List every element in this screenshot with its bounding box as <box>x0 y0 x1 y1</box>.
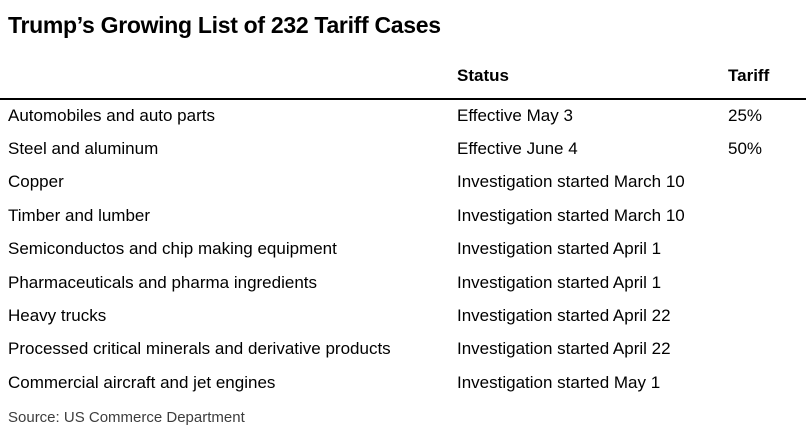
status-cell: Effective June 4 <box>457 139 578 159</box>
table-row: Heavy trucks Investigation started April… <box>0 299 806 332</box>
table-header: Status Tariff <box>0 40 806 100</box>
status-cell: Investigation started April 22 <box>457 339 671 359</box>
status-cell: Investigation started April 1 <box>457 272 662 292</box>
tariff-cell <box>728 333 806 366</box>
col-header-tariff: Tariff <box>728 40 806 100</box>
table-row: Processed critical minerals and derivati… <box>0 333 806 366</box>
table-row: Steel and aluminum Effective June 4 50% <box>0 132 806 165</box>
tariff-cell <box>728 266 806 299</box>
tariff-cell <box>728 166 806 199</box>
col-header-item <box>0 40 457 100</box>
item-cell: Processed critical minerals and derivati… <box>8 339 391 359</box>
tariff-cell <box>728 366 806 399</box>
item-cell: Commercial aircraft and jet engines <box>8 372 276 392</box>
item-cell: Automobiles and auto parts <box>8 106 215 126</box>
page-title: Trump’s Growing List of 232 Tariff Cases <box>8 12 441 38</box>
status-cell: Investigation started April 1 <box>457 239 662 259</box>
item-cell: Semiconductos and chip making equipment <box>8 239 337 259</box>
status-cell: Investigation started March 10 <box>457 205 685 225</box>
item-cell: Steel and aluminum <box>8 139 159 159</box>
item-cell: Pharmaceuticals and pharma ingredients <box>8 272 318 292</box>
tariff-table: Status Tariff Automobiles and auto parts… <box>0 40 806 400</box>
status-cell: Investigation started March 10 <box>457 172 685 192</box>
col-header-status: Status <box>457 40 728 100</box>
table-row: Semiconductos and chip making equipment … <box>0 233 806 266</box>
table-row: Timber and lumber Investigation started … <box>0 199 806 232</box>
item-cell: Heavy trucks <box>8 306 107 326</box>
table-row: Commercial aircraft and jet engines Inve… <box>0 366 806 399</box>
status-cell: Investigation started April 22 <box>457 306 671 326</box>
tariff-cell <box>728 199 806 232</box>
item-cell: Timber and lumber <box>8 205 151 225</box>
tariff-cell: 25% <box>728 106 763 126</box>
table-row: Automobiles and auto parts Effective May… <box>0 99 806 132</box>
tariff-cell: 50% <box>728 139 763 159</box>
table-row: Pharmaceuticals and pharma ingredients I… <box>0 266 806 299</box>
header-row: Status Tariff <box>0 40 806 100</box>
table-row: Copper Investigation started March 10 <box>0 166 806 199</box>
table-body: Automobiles and auto parts Effective May… <box>0 99 806 400</box>
status-cell: Investigation started May 1 <box>457 372 661 392</box>
status-cell: Effective May 3 <box>457 106 573 126</box>
tariff-cell <box>728 299 806 332</box>
source-note: Source: US Commerce Department <box>8 408 245 426</box>
item-cell: Copper <box>8 172 64 192</box>
tariff-cell <box>728 233 806 266</box>
